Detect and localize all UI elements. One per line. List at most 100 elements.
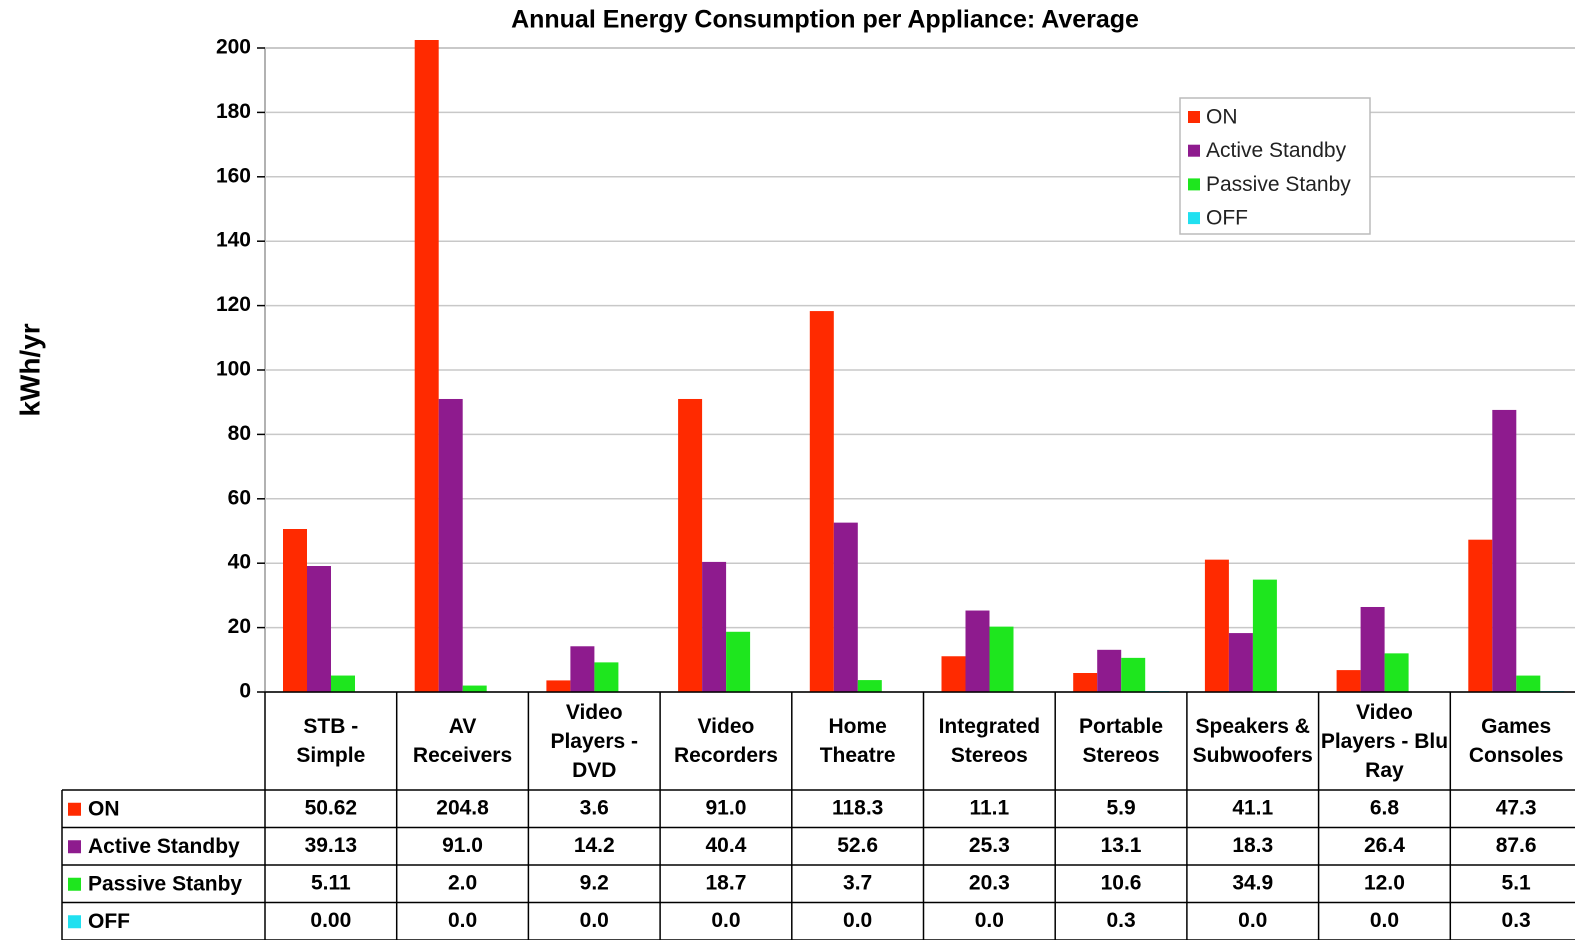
data-label: 18.3 [1232, 834, 1273, 857]
bar [857, 680, 882, 692]
y-tick-label: 140 [216, 229, 251, 252]
bar [1073, 673, 1098, 692]
data-label: 40.4 [706, 834, 747, 857]
y-tick-label: 0 [239, 680, 251, 703]
y-tick-label: 120 [216, 293, 251, 316]
y-tick-label: 80 [228, 422, 251, 445]
bar [1468, 539, 1493, 692]
data-label: 50.62 [305, 796, 358, 819]
chart-title: Annual Energy Consumption per Appliance:… [511, 6, 1139, 34]
x-tick-label: Games Consoles [1468, 715, 1564, 767]
legend-label: Passive Stanby [1206, 173, 1351, 196]
category-cell: Portable Stereos [1079, 715, 1164, 767]
bar [989, 626, 1014, 692]
legend-label: OFF [1206, 207, 1248, 230]
x-tick-label: Speakers & Subwoofers [1192, 715, 1313, 767]
bar [570, 646, 595, 692]
data-label: 0.00 [310, 909, 351, 932]
bar [1121, 657, 1146, 692]
legend-swatch [68, 802, 81, 816]
legend-label: ON [1206, 106, 1238, 129]
data-label: 5.9 [1106, 796, 1135, 819]
data-label: 41.1 [1232, 796, 1273, 819]
data-label: 25.3 [969, 834, 1010, 857]
data-label: 34.9 [1232, 871, 1273, 894]
bar [438, 398, 463, 692]
bar [809, 311, 834, 692]
bar [965, 610, 990, 692]
category-cell: AV Receivers [413, 715, 512, 767]
legend-box [1179, 97, 1371, 235]
data-label: 118.3 [832, 796, 883, 819]
bar [1097, 649, 1122, 692]
row-header: ON [88, 797, 120, 820]
bar [1492, 409, 1517, 692]
data-label: 11.1 [969, 796, 1009, 819]
data-label: 52.6 [837, 834, 878, 857]
y-tick-label: 180 [216, 100, 251, 123]
data-label: 0.3 [1502, 909, 1531, 932]
bar [1516, 675, 1541, 692]
row-header: Active Standby [88, 835, 240, 858]
category-cell: Video Recorders [673, 715, 778, 767]
data-label: 87.6 [1496, 834, 1537, 857]
legend-swatch [1188, 178, 1200, 191]
bars [283, 40, 1565, 692]
bar [941, 656, 966, 692]
x-tick-label: STB - Simple [296, 715, 366, 767]
data-label: 0.3 [1106, 909, 1135, 932]
legend-swatch [1188, 144, 1200, 157]
y-tick-label: 60 [228, 486, 251, 509]
data-label: 0.0 [1238, 909, 1267, 932]
legend-swatch [68, 915, 81, 929]
data-label: 0.0 [448, 909, 477, 932]
bar [833, 522, 858, 692]
data-label: 0.0 [711, 909, 740, 932]
x-tick-label: Video Recorders [673, 715, 778, 767]
data-label: 204.8 [436, 796, 489, 819]
data-label: 2.0 [448, 871, 477, 894]
data-label: 9.2 [580, 871, 609, 894]
data-label: 20.3 [969, 871, 1010, 894]
bar [1360, 606, 1385, 692]
data-label: 0.0 [580, 909, 609, 932]
category-cell: STB - Simple [296, 715, 366, 767]
data-label: 39.13 [305, 834, 358, 857]
x-tick-label: Integrated Stereos [938, 715, 1041, 767]
data-label: 3.7 [843, 871, 872, 894]
bar [1336, 670, 1361, 692]
bar [1252, 579, 1277, 692]
data-label: 91.0 [706, 796, 747, 819]
legend-swatch [68, 877, 81, 891]
bar [462, 685, 487, 692]
data-label: 12.0 [1364, 871, 1405, 894]
bar [678, 398, 703, 692]
bar [702, 561, 727, 692]
category-cell: Integrated Stereos [938, 715, 1041, 767]
data-label: 13.1 [1101, 834, 1142, 857]
legend-swatch [1188, 212, 1200, 225]
x-tick-label: Video Players - Blu Ray [1320, 700, 1449, 782]
y-tick-label: 200 [216, 36, 251, 59]
x-tick-label: Video Players - DVD [550, 700, 639, 782]
category-cell: Speakers & Subwoofers [1192, 715, 1313, 767]
y-tick-label: 20 [228, 615, 251, 638]
data-label: 10.6 [1101, 871, 1142, 894]
data-label: 0.0 [843, 909, 872, 932]
y-tick-label: 40 [228, 551, 251, 574]
legend-swatch [68, 840, 81, 854]
y-tick-label: 100 [216, 358, 251, 381]
bar [307, 566, 331, 692]
legend-label: Active Standby [1206, 139, 1347, 162]
bar [1384, 653, 1409, 692]
bar [1204, 559, 1229, 692]
row-header: Passive Stanby [88, 872, 242, 895]
x-tick-label: Portable Stereos [1079, 715, 1164, 767]
x-tick-label: Home Theatre [819, 715, 896, 767]
category-cell: Games Consoles [1468, 715, 1564, 767]
category-cell: Video Players - Blu Ray [1320, 700, 1449, 782]
data-label: 47.3 [1496, 796, 1537, 819]
row-header: OFF [88, 910, 130, 933]
data-label: 5.1 [1502, 871, 1532, 894]
